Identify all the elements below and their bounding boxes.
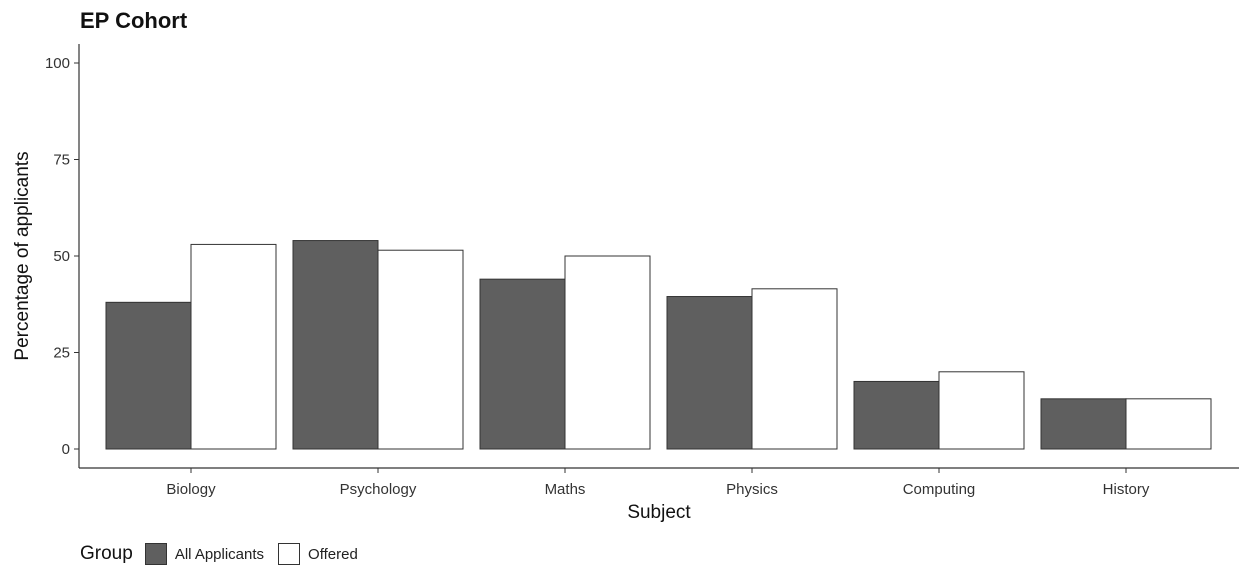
y-tick-label: 50 — [53, 248, 70, 265]
bar-maths-all-applicants — [479, 278, 566, 450]
x-tick-label-psychology: Psychology — [340, 481, 417, 498]
legend-label-all-applicants: All Applicants — [174, 545, 265, 563]
bar-psychology-all-applicants — [292, 240, 379, 450]
bar-psychology-offered — [377, 249, 464, 450]
y-axis-title: Percentage of applicants — [12, 151, 33, 360]
y-tick-label: 100 — [45, 55, 70, 72]
x-tick-label-maths: Maths — [545, 481, 586, 498]
bar-history-offered — [1125, 398, 1212, 450]
bar-computing-all-applicants — [853, 380, 940, 450]
y-ticks-group: 0 25 50 75 100 — [45, 55, 79, 458]
bar-physics-all-applicants — [666, 296, 753, 450]
y-tick-label: 75 — [53, 152, 70, 169]
bar-biology-offered — [190, 243, 277, 450]
x-axis-title: Subject — [627, 502, 691, 523]
legend-label-offered: Offered — [308, 545, 358, 563]
chart-title: EP Cohort — [80, 8, 188, 33]
x-tick-label-biology: Biology — [166, 481, 216, 498]
y-tick-label: 25 — [53, 345, 70, 362]
legend-key-offered — [278, 543, 301, 565]
x-ticks-group: Biology Psychology Maths Physics Computing Hi… — [166, 468, 1150, 498]
y-tick-label: 0 — [62, 441, 70, 458]
bar-maths-offered — [564, 255, 651, 450]
legend-key-all-applicants — [144, 543, 167, 565]
x-tick-label-history: History — [1103, 481, 1150, 498]
legend-title: Group — [80, 543, 133, 564]
x-tick-label-computing: Computing — [903, 481, 976, 498]
bar-computing-offered — [938, 371, 1025, 450]
bar-history-all-applicants — [1040, 398, 1127, 450]
bar-physics-offered — [751, 288, 838, 450]
bar-biology-all-applicants — [105, 301, 192, 450]
legend: Group All Applicants Offered — [80, 543, 372, 565]
x-tick-label-physics: Physics — [726, 481, 778, 498]
bars-group — [105, 240, 1212, 450]
